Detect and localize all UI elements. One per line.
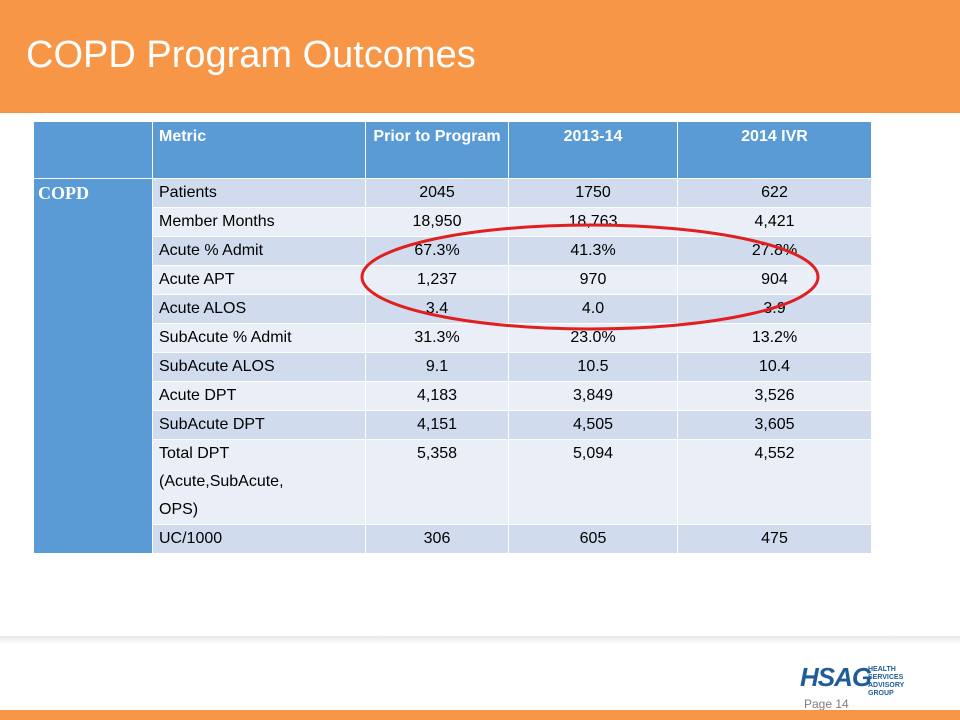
value-cell: 3,605 <box>677 410 872 440</box>
value-cell: 23.0% <box>508 323 678 353</box>
metric-text: SubAcute DPT <box>159 416 265 433</box>
value-cell: 3.4 <box>365 294 509 324</box>
value-cell: 2045 <box>365 178 509 208</box>
metric-cell: Acute ALOS <box>152 294 366 324</box>
metric-cell: SubAcute ALOS <box>152 352 366 382</box>
table-row: Acute DPT 4,183 3,849 3,526 <box>34 381 872 411</box>
metric-text: Patients <box>159 184 217 201</box>
table-row: Total DPT (Acute,SubAcute, OPS) 5,358 5,09… <box>34 439 872 525</box>
metric-cell: Total DPT (Acute,SubAcute, OPS) <box>152 439 366 525</box>
value-cell: 3,526 <box>677 381 872 411</box>
value-cell: 4,505 <box>508 410 678 440</box>
value-cell: 970 <box>508 265 678 295</box>
value-cell: 5,094 <box>508 439 678 525</box>
value-cell: 5,358 <box>365 439 509 525</box>
metric-cell: Acute APT <box>152 265 366 295</box>
value-cell: 622 <box>677 178 872 208</box>
metric-cell: Patients <box>152 178 366 208</box>
value-cell: 3.9 <box>677 294 872 324</box>
outcomes-table: Metric Prior to Program 2013-14 2014 IVR CO… <box>33 121 872 554</box>
metric-text: UC/1000 <box>159 530 223 547</box>
metric-cell: Member Months <box>152 207 366 237</box>
value-cell: 67.3% <box>365 236 509 266</box>
metric-text: Member Months <box>159 213 275 230</box>
metric-cell: SubAcute % Admit <box>152 323 366 353</box>
value-cell: 31.3% <box>365 323 509 353</box>
table-row: SubAcute ALOS 9.1 10.5 10.4 <box>34 352 872 382</box>
bottom-bar <box>0 710 960 720</box>
table-row: COPD Patients 2045 1750 622 <box>33 178 872 554</box>
metric-text: Total DPT (Acute,SubAcute, OPS) <box>159 445 284 518</box>
value-cell: 10.4 <box>677 352 872 382</box>
value-cell: 4,183 <box>365 381 509 411</box>
table-row: SubAcute DPT 4,151 4,505 3,605 <box>34 410 872 440</box>
page-number: Page 14 <box>804 697 849 711</box>
value-cell: 18,950 <box>365 207 509 237</box>
metric-cell: Acute % Admit <box>152 236 366 266</box>
table-row: Acute ALOS 3.4 4.0 3.9 <box>34 294 872 324</box>
slide-title: COPD Program Outcomes <box>26 34 476 76</box>
column-header: 2014 IVR <box>677 121 872 179</box>
value-cell: 18,763 <box>508 207 678 237</box>
value-cell: 904 <box>677 265 872 295</box>
group-label: COPD <box>33 178 153 554</box>
header-cell <box>33 121 153 179</box>
metric-text: Acute % Admit <box>159 242 264 259</box>
value-cell: 605 <box>508 524 678 554</box>
footer-shadow <box>0 636 960 644</box>
column-header: Prior to Program <box>365 121 509 179</box>
table-row: SubAcute % Admit 31.3% 23.0% 13.2% <box>34 323 872 353</box>
value-cell: 13.2% <box>677 323 872 353</box>
value-cell: 27.8% <box>677 236 872 266</box>
column-header: Metric <box>152 121 366 179</box>
value-cell: 4,151 <box>365 410 509 440</box>
value-cell: 306 <box>365 524 509 554</box>
table-row: Acute APT 1,237 970 904 <box>34 265 872 295</box>
value-cell: 4,421 <box>677 207 872 237</box>
metric-text: SubAcute ALOS <box>159 358 275 375</box>
value-cell: 3,849 <box>508 381 678 411</box>
metric-text: Acute ALOS <box>159 300 247 317</box>
logo-tagline: HEALTH SERVICES ADVISORY GROUP <box>868 666 905 697</box>
header-row: Metric Prior to Program 2013-14 2014 IVR <box>33 121 872 179</box>
metric-text: Acute DPT <box>159 387 237 404</box>
value-cell: 4,552 <box>677 439 872 525</box>
value-cell: 1750 <box>508 178 678 208</box>
value-cell: 41.3% <box>508 236 678 266</box>
table-row: Acute % Admit 67.3% 41.3% 27.8% <box>34 236 872 266</box>
value-cell: 4.0 <box>508 294 678 324</box>
metric-cell: UC/1000 <box>152 524 366 554</box>
table-row: Member Months 18,950 18,763 4,421 <box>34 207 872 237</box>
column-header: 2013-14 <box>508 121 678 179</box>
metric-text: SubAcute % Admit <box>159 329 292 346</box>
metric-text: Acute APT <box>159 271 235 288</box>
metric-cell: SubAcute DPT <box>152 410 366 440</box>
title-bar <box>0 0 960 113</box>
metric-cell: Acute DPT <box>152 381 366 411</box>
value-cell: 10.5 <box>508 352 678 382</box>
value-cell: 1,237 <box>365 265 509 295</box>
logo: HSAG <box>800 662 872 692</box>
table-row: UC/1000 306 605 475 <box>34 524 872 554</box>
value-cell: 9.1 <box>365 352 509 382</box>
value-cell: 475 <box>677 524 872 554</box>
